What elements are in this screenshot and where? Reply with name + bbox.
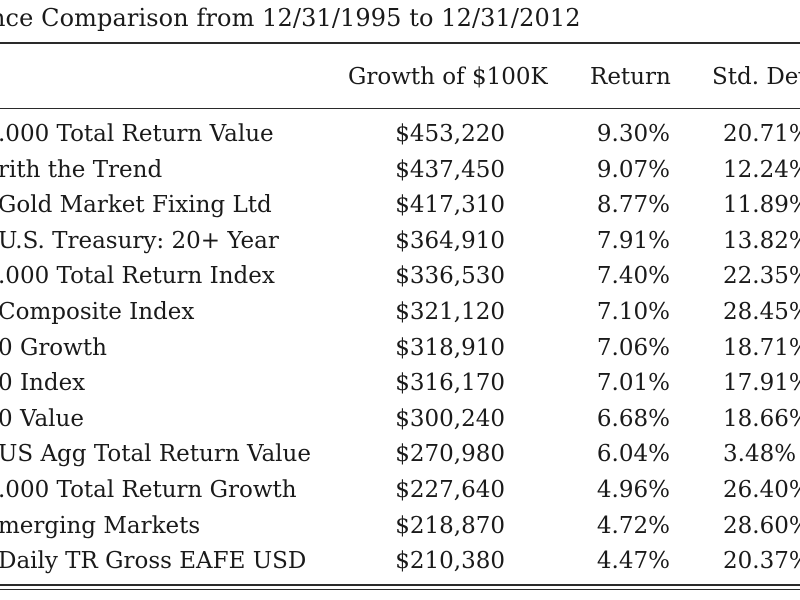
row-growth: $270,980 <box>395 441 505 468</box>
row-name: rith the Trend <box>0 156 163 183</box>
row-return: 6.68% <box>596 405 670 432</box>
row-growth: $336,530 <box>395 263 505 290</box>
row-name: 0 Growth <box>0 334 107 361</box>
row-std-dev: 11.89% <box>723 192 800 219</box>
row-name: .000 Total Return Index <box>0 263 275 290</box>
row-name: .000 Total Return Growth <box>0 476 297 503</box>
table-row: merging Markets $218,870 4.72% 28.60% <box>0 509 800 545</box>
row-return: 6.04% <box>596 441 670 468</box>
row-growth: $321,120 <box>395 298 505 325</box>
row-std-dev: 3.48% <box>723 441 797 468</box>
row-name: Gold Market Fixing Ltd <box>0 192 272 219</box>
row-std-dev: 18.71% <box>723 334 800 361</box>
row-name: Daily TR Gross EAFE USD <box>0 548 307 575</box>
table-row: .000 Total Return Growth $227,640 4.96% 26.… <box>0 473 800 509</box>
table-row: 0 Index $316,170 7.01% 17.91% <box>0 366 800 402</box>
row-return: 4.72% <box>596 512 670 539</box>
table-row: 0 Value $300,240 6.68% 18.66% <box>0 402 800 438</box>
row-std-dev: 22.35% <box>723 263 800 290</box>
row-growth: $227,640 <box>395 476 505 503</box>
row-name: US Agg Total Return Value <box>0 441 311 468</box>
row-std-dev: 26.40% <box>723 476 800 503</box>
bottom-rule <box>0 584 800 586</box>
row-return: 4.96% <box>596 476 670 503</box>
row-return: 4.47% <box>596 548 670 575</box>
row-growth: $316,170 <box>395 370 505 397</box>
row-growth: $417,310 <box>395 192 505 219</box>
row-name: Composite Index <box>0 298 195 325</box>
row-return: 7.10% <box>596 298 670 325</box>
row-growth: $364,910 <box>395 227 505 254</box>
row-std-dev: 28.60% <box>723 512 800 539</box>
row-growth: $318,910 <box>395 334 505 361</box>
row-growth: $300,240 <box>395 405 505 432</box>
row-return: 9.07% <box>596 156 670 183</box>
table-row: U.S. Treasury: 20+ Year $364,910 7.91% 13.8… <box>0 224 800 260</box>
header-return: Return <box>590 64 671 90</box>
table-row: rith the Trend $437,450 9.07% 12.24% <box>0 153 800 189</box>
header-rule <box>0 108 800 109</box>
row-return: 8.77% <box>596 192 670 219</box>
row-growth: $437,450 <box>395 156 505 183</box>
table-row: .000 Total Return Value $453,220 9.30% 20.7… <box>0 117 800 153</box>
table-row: US Agg Total Return Value $270,980 6.04% 3.… <box>0 437 800 473</box>
row-growth: $210,380 <box>395 548 505 575</box>
row-std-dev: 28.45% <box>723 298 800 325</box>
header-growth: Growth of $100K <box>348 64 548 90</box>
table-row: 0 Growth $318,910 7.06% 18.71% <box>0 331 800 367</box>
row-growth: $218,870 <box>395 512 505 539</box>
row-name: 0 Value <box>0 405 84 432</box>
header-std-dev: Std. Dev <box>712 64 800 90</box>
row-return: 7.01% <box>596 370 670 397</box>
row-std-dev: 12.24% <box>723 156 800 183</box>
row-name: U.S. Treasury: 20+ Year <box>0 227 279 254</box>
row-std-dev: 20.71% <box>723 121 800 147</box>
row-name: 0 Index <box>0 370 86 397</box>
bottom-rule-thin <box>0 589 800 590</box>
row-return: 7.40% <box>596 263 670 290</box>
top-rule <box>0 42 800 44</box>
table-row: Daily TR Gross EAFE USD $210,380 4.47% 20.3… <box>0 544 800 580</box>
row-std-dev: 18.66% <box>723 405 800 432</box>
row-std-dev: 20.37% <box>723 548 800 575</box>
row-return: 7.06% <box>596 334 670 361</box>
row-return: 7.91% <box>596 227 670 254</box>
row-name: merging Markets <box>0 512 201 539</box>
table-row: Composite Index $321,120 7.10% 28.45% <box>0 295 800 331</box>
row-name: .000 Total Return Value <box>0 121 274 147</box>
row-std-dev: 17.91% <box>723 370 800 397</box>
row-growth: $453,220 <box>395 121 505 147</box>
table-row: .000 Total Return Index $336,530 7.40% 22.3… <box>0 259 800 295</box>
table-body: .000 Total Return Value $453,220 9.30% 20.7… <box>0 117 800 580</box>
row-std-dev: 13.82% <box>723 227 800 254</box>
row-return: 9.30% <box>596 121 670 147</box>
table-title: nce Comparison from 12/31/1995 to 12/31/… <box>0 4 581 32</box>
table-row: Gold Market Fixing Ltd $417,310 8.77% 11.89… <box>0 188 800 224</box>
